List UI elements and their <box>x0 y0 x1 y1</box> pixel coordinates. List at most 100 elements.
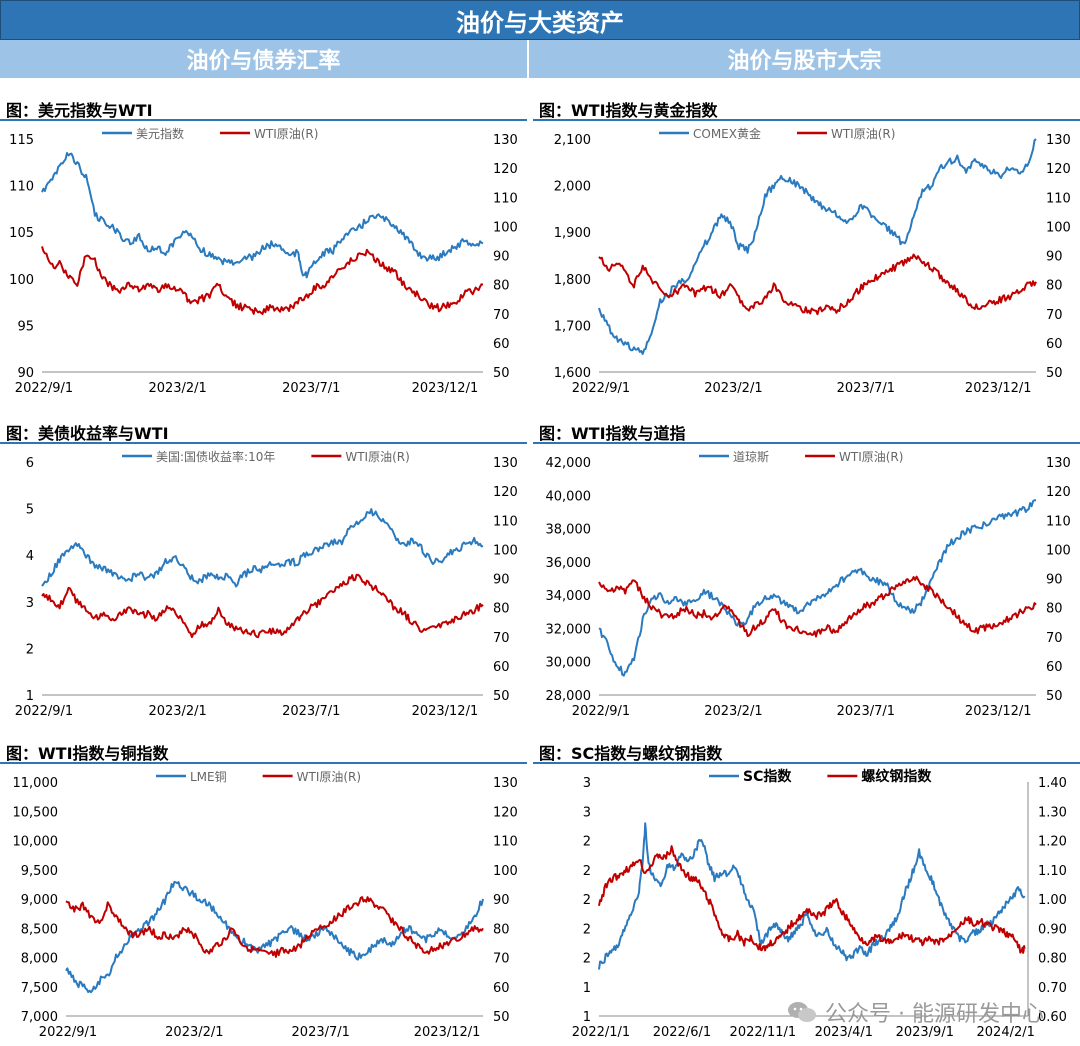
y-right-tick-label: 0.60 <box>1038 1010 1067 1025</box>
series-line-secondary <box>598 845 1026 954</box>
y-right-tick-label: 90 <box>1046 573 1063 588</box>
y-right-tick-label: 130 <box>1046 456 1071 471</box>
x-tick-label: 2022/9/1 <box>15 704 73 719</box>
chart-title: 图：WTI指数与道指 <box>539 424 686 443</box>
y-right-tick-label: 130 <box>1046 133 1071 148</box>
left-section-title: 油价与债券汇率 <box>186 49 341 74</box>
chart-svg: 1 2 3 4 5 6 50 60 70 80 90 100 110 120 130 2022/9/1 2023… <box>15 449 518 719</box>
y-left-tick-label: 9,000 <box>21 893 58 908</box>
y-right-tick-label: 1.00 <box>1038 893 1067 908</box>
x-tick-label: 2022/9/1 <box>15 381 73 396</box>
y-left-tick-label: 32,000 <box>546 622 592 637</box>
series-line-primary <box>65 880 484 994</box>
left-section-header: 油价与债券汇率 <box>0 40 527 78</box>
chart-svg: 90 95 100 105 110 115 50 60 70 80 90 100 110 120 130 20… <box>9 126 518 396</box>
y-right-tick-label: 100 <box>493 220 518 235</box>
y-left-tick-label: 105 <box>9 226 34 241</box>
y-right-tick-label: 50 <box>493 366 510 381</box>
y-left-tick-label: 42,000 <box>546 456 592 471</box>
y-right-tick-label: 50 <box>493 689 510 704</box>
x-tick-label: 2023/2/1 <box>704 704 762 719</box>
y-right-tick-label: 1.40 <box>1038 776 1067 791</box>
chart-panel-usd-wti: 图：美元指数与WTI 90 95 100 105 110 115 50 60 70 80 90 100… <box>0 97 527 402</box>
legend-label: WTI原油(R) <box>831 127 895 141</box>
y-left-tick-label: 10,000 <box>13 835 59 850</box>
y-right-tick-label: 100 <box>493 864 518 879</box>
y-right-tick-label: 100 <box>1046 220 1071 235</box>
y-right-tick-label: 110 <box>1046 191 1071 206</box>
x-tick-label: 2023/12/1 <box>965 704 1032 719</box>
y-left-tick-label: 90 <box>17 366 34 381</box>
x-tick-label: 2023/7/1 <box>282 704 340 719</box>
y-left-tick-label: 100 <box>9 273 34 288</box>
x-tick-label: 2022/9/1 <box>572 381 630 396</box>
x-tick-label: 2023/7/1 <box>282 381 340 396</box>
y-left-tick-label: 9,500 <box>21 864 58 879</box>
x-tick-label: 2022/6/1 <box>653 1025 711 1040</box>
y-right-tick-label: 130 <box>493 776 518 791</box>
y-left-tick-label: 2,000 <box>554 180 591 195</box>
y-left-tick-label: 1,700 <box>554 319 591 334</box>
wechat-icon <box>788 1002 817 1022</box>
y-left-tick-label: 1 <box>583 981 591 996</box>
series-line-primary <box>41 152 484 279</box>
y-left-tick-label: 36,000 <box>546 556 592 571</box>
x-tick-label: 2023/2/1 <box>165 1025 223 1040</box>
y-left-tick-label: 28,000 <box>546 689 592 704</box>
x-tick-label: 2022/9/1 <box>572 704 630 719</box>
y-left-tick-label: 2 <box>583 835 591 850</box>
series-line-primary <box>598 822 1026 970</box>
y-right-tick-label: 1.10 <box>1038 864 1067 879</box>
y-left-tick-label: 11,000 <box>13 776 59 791</box>
series-line-secondary <box>41 246 484 315</box>
y-left-tick-label: 3 <box>583 776 591 791</box>
chart-svg: 1,600 1,700 1,800 1,900 2,000 2,100 50 60 70 80 90… <box>554 126 1071 396</box>
y-left-tick-label: 1,900 <box>554 226 591 241</box>
y-left-tick-label: 115 <box>9 133 34 148</box>
y-right-tick-label: 60 <box>493 981 510 996</box>
chart-svg: 7,000 7,500 8,000 8,500 9,000 9,500 10,000 10,5… <box>13 769 518 1040</box>
y-left-tick-label: 6 <box>26 456 34 471</box>
y-right-tick-label: 130 <box>493 133 518 148</box>
chart-panel-yield-wti: 图：美债收益率与WTI 1 2 3 4 5 6 50 60 70 80 90 100 110 120 130… <box>0 420 527 725</box>
x-tick-label: 2023/7/1 <box>837 381 895 396</box>
y-right-tick-label: 50 <box>1046 366 1063 381</box>
y-left-tick-label: 30,000 <box>546 656 592 671</box>
x-tick-label: 2023/12/1 <box>412 704 479 719</box>
legend-label: WTI原油(R) <box>345 450 409 464</box>
x-tick-label: 2023/2/1 <box>148 704 206 719</box>
y-right-tick-label: 50 <box>1046 689 1063 704</box>
chart-title: 图：WTI指数与黄金指数 <box>539 101 718 120</box>
series-line-primary <box>598 499 1036 677</box>
chart-panel-dow-wti: 图：WTI指数与道指 28,000 30,000 32,000 34,000 36,00… <box>533 420 1080 725</box>
y-right-tick-label: 50 <box>493 1010 510 1025</box>
y-right-tick-label: 0.90 <box>1038 922 1067 937</box>
y-right-tick-label: 80 <box>1046 279 1063 294</box>
y-left-tick-label: 3 <box>26 596 34 611</box>
y-right-tick-label: 120 <box>493 162 518 177</box>
legend-label: SC指数 <box>743 768 792 785</box>
y-left-tick-label: 7,500 <box>21 981 58 996</box>
banner-title: 油价与大类资产 <box>456 8 624 37</box>
y-left-tick-label: 95 <box>17 319 34 334</box>
y-left-tick-label: 5 <box>26 503 34 518</box>
y-right-tick-label: 130 <box>493 456 518 471</box>
x-tick-label: 2023/9/1 <box>896 1025 954 1040</box>
y-left-tick-label: 2 <box>26 642 34 657</box>
chart-svg: 28,000 30,000 32,000 34,000 36,000 38,000 40,0… <box>546 449 1071 719</box>
chart-title: 图：美元指数与WTI <box>6 101 153 120</box>
chart-title: 图：美债收益率与WTI <box>6 424 169 443</box>
y-left-tick-label: 7,000 <box>21 1010 58 1025</box>
x-tick-label: 2023/4/1 <box>815 1025 873 1040</box>
y-right-tick-label: 120 <box>493 805 518 820</box>
y-right-tick-label: 70 <box>493 308 510 323</box>
x-tick-label: 2023/2/1 <box>148 381 206 396</box>
y-left-tick-label: 2 <box>583 922 591 937</box>
y-right-tick-label: 110 <box>493 835 518 850</box>
y-right-tick-label: 80 <box>493 922 510 937</box>
legend-label: WTI原油(R) <box>254 127 318 141</box>
legend-label: 道琼斯 <box>733 449 769 464</box>
legend-label: COMEX黄金 <box>693 126 761 141</box>
y-right-tick-label: 100 <box>1046 543 1071 558</box>
y-right-tick-label: 120 <box>1046 162 1071 177</box>
